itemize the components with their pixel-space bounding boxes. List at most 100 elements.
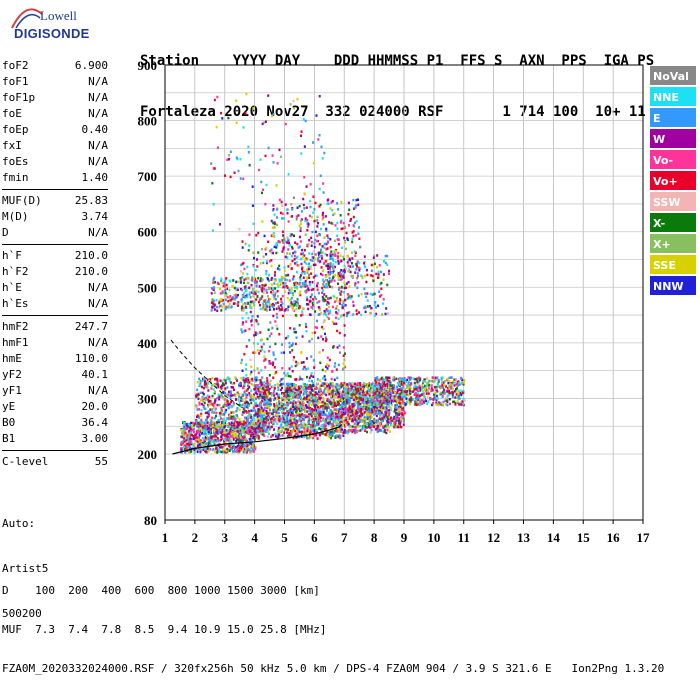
echo-point xyxy=(297,397,299,400)
echo-point xyxy=(214,383,216,386)
echo-point xyxy=(371,389,373,392)
echo-point xyxy=(244,433,246,436)
echo-point xyxy=(260,432,262,435)
echo-point xyxy=(364,411,366,414)
echo-point xyxy=(246,266,248,269)
echo-point xyxy=(222,397,224,400)
echo-point xyxy=(295,396,297,399)
echo-point xyxy=(392,387,394,390)
echo-point xyxy=(258,379,260,382)
echo-point xyxy=(421,384,423,387)
echo-point xyxy=(270,399,272,402)
echo-point xyxy=(250,311,252,314)
echo-point xyxy=(326,382,328,385)
echo-point xyxy=(305,398,307,401)
echo-point xyxy=(331,378,333,381)
echo-point xyxy=(238,450,240,453)
echo-point xyxy=(416,394,418,397)
echo-point xyxy=(347,389,349,392)
echo-point xyxy=(242,423,244,426)
echo-point xyxy=(254,448,256,451)
echo-point xyxy=(264,414,266,417)
echo-point xyxy=(329,387,331,390)
echo-point xyxy=(311,415,313,418)
echo-point xyxy=(191,425,193,428)
echo-point xyxy=(237,439,239,442)
echo-point xyxy=(327,356,329,359)
echo-point xyxy=(315,387,317,390)
echo-point xyxy=(322,401,324,404)
echo-point xyxy=(268,388,270,391)
echo-point xyxy=(383,393,385,396)
echo-point xyxy=(425,400,427,403)
echo-point xyxy=(306,376,308,379)
echo-point xyxy=(280,423,282,426)
echo-point xyxy=(306,357,308,360)
echo-point xyxy=(299,378,301,381)
echo-point xyxy=(221,451,223,454)
echo-point xyxy=(310,314,312,317)
echo-point xyxy=(222,391,224,394)
echo-point xyxy=(320,416,322,419)
echo-point xyxy=(456,387,458,390)
echo-point xyxy=(459,384,461,387)
echo-point xyxy=(426,382,428,385)
echo-point xyxy=(248,244,250,247)
echo-point xyxy=(239,408,241,411)
echo-point xyxy=(226,417,228,420)
echo-point xyxy=(390,389,392,392)
echo-point xyxy=(217,383,219,386)
echo-point xyxy=(291,255,293,257)
echo-point xyxy=(261,376,263,379)
echo-point xyxy=(201,432,203,435)
echo-point xyxy=(289,327,291,330)
echo-point xyxy=(288,402,290,405)
echo-point xyxy=(303,383,305,386)
echo-point xyxy=(210,419,212,422)
echo-point xyxy=(240,377,242,380)
echo-point xyxy=(321,428,323,431)
echo-point xyxy=(460,403,462,406)
echo-point xyxy=(384,407,386,410)
echo-point xyxy=(275,244,277,247)
echo-point xyxy=(409,399,411,402)
echo-point xyxy=(339,417,341,420)
echo-point xyxy=(234,376,236,379)
echo-point xyxy=(239,418,241,421)
echo-point xyxy=(197,450,199,453)
echo-point xyxy=(260,379,262,382)
echo-point xyxy=(197,423,199,426)
echo-point xyxy=(367,387,369,390)
echo-point xyxy=(324,433,326,436)
echo-point xyxy=(207,382,209,385)
echo-point xyxy=(218,448,220,451)
echo-point xyxy=(218,425,220,428)
echo-point xyxy=(257,251,259,254)
echo-point xyxy=(377,379,379,382)
echo-point xyxy=(255,402,257,405)
echo-point xyxy=(202,426,204,429)
echo-point xyxy=(236,393,238,396)
echo-point xyxy=(307,367,309,370)
echo-point xyxy=(379,392,381,395)
echo-point xyxy=(371,386,373,389)
echo-point xyxy=(335,317,337,320)
echo-point xyxy=(278,265,280,268)
echo-point xyxy=(354,394,356,397)
echo-point xyxy=(244,410,246,413)
echo-point xyxy=(250,420,252,423)
echo-point xyxy=(446,404,448,407)
echo-point xyxy=(427,396,429,399)
echo-point xyxy=(242,323,244,326)
echo-point xyxy=(282,383,284,386)
echo-point xyxy=(200,419,202,422)
echo-point xyxy=(326,399,328,402)
echo-point xyxy=(181,436,183,439)
echo-point xyxy=(274,366,276,369)
echo-point xyxy=(429,398,431,401)
echo-point xyxy=(299,418,301,421)
echo-point xyxy=(236,421,238,424)
echo-point xyxy=(199,380,201,383)
echo-point xyxy=(214,399,216,402)
echo-point xyxy=(315,408,317,411)
